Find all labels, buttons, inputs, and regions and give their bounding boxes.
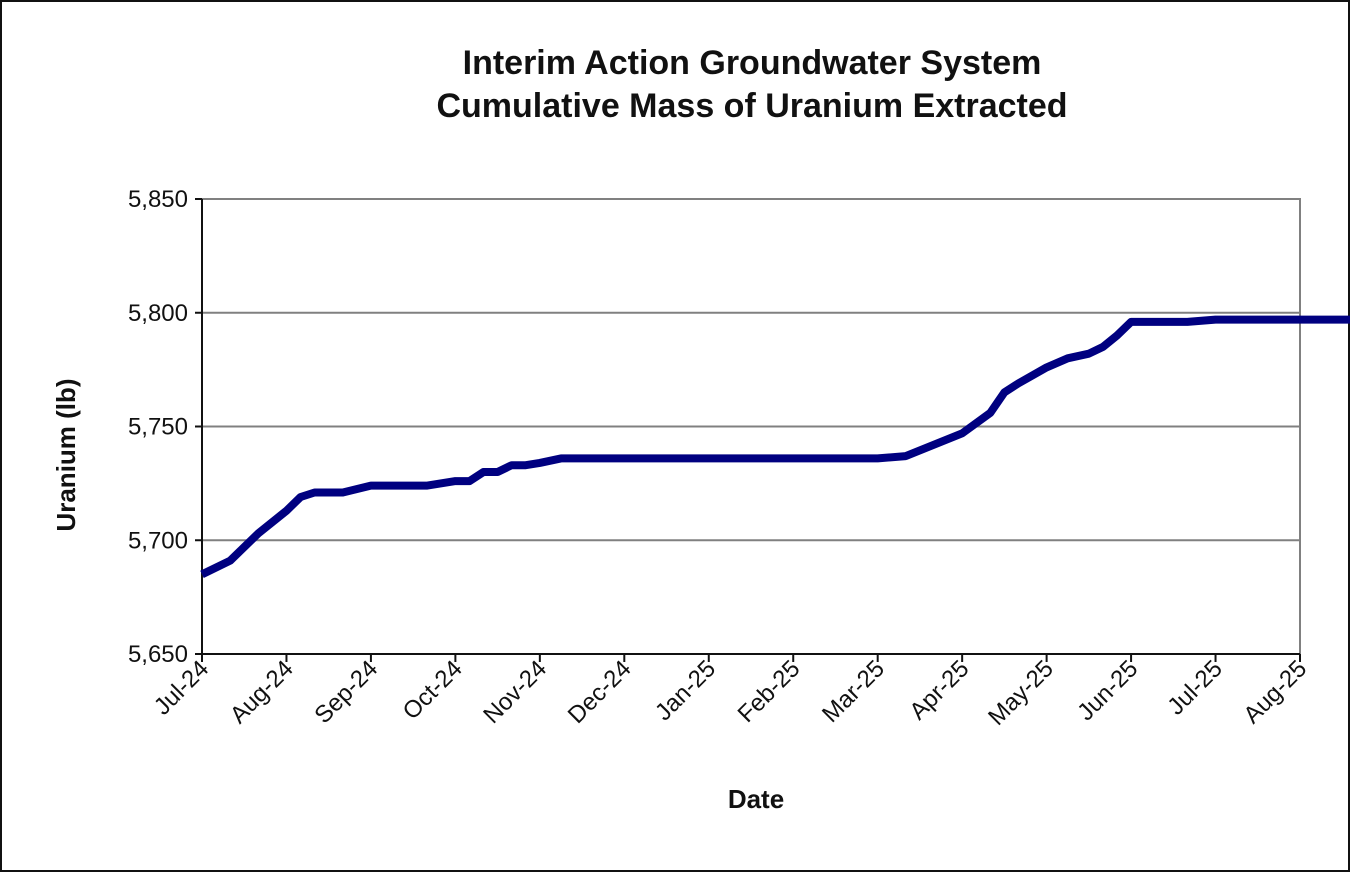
x-tick-label: Oct-24 — [398, 655, 468, 725]
chart-subtitle: Cumulative Mass of Uranium Extracted — [436, 87, 1067, 125]
y-tick-label: 5,850 — [128, 186, 188, 213]
x-tick-label: Mar-25 — [817, 655, 890, 728]
series-layer — [200, 315, 1350, 578]
y-tick-label: 5,650 — [128, 641, 188, 668]
x-tick-label: Sep-24 — [309, 655, 383, 729]
x-tick-label: May-25 — [983, 655, 1059, 731]
chart-title: Interim Action Groundwater System — [463, 44, 1042, 82]
x-tick-label: Dec-24 — [563, 655, 637, 729]
x-tick-label: Aug-24 — [225, 655, 299, 729]
y-tick-label: 5,700 — [128, 527, 188, 554]
x-tick-label: Nov-24 — [478, 655, 552, 729]
x-axis-ticks: Jul-24 Aug-24 Sep-24 Oct-24 Nov-24 Dec-24 Jan-… — [149, 654, 1312, 731]
y-tick-label: 5,800 — [128, 300, 188, 327]
x-tick-label: Jan-25 — [650, 655, 721, 726]
x-tick-label: Aug-25 — [1238, 655, 1312, 729]
x-tick-label: Jul-25 — [1162, 655, 1227, 720]
x-tick-label: Apr-25 — [904, 655, 974, 725]
series-line — [200, 315, 1350, 578]
y-tick-label: 5,750 — [128, 414, 188, 441]
gridlines — [202, 311, 1300, 542]
x-axis-title: Date — [728, 784, 784, 814]
x-tick-label: Jun-25 — [1072, 655, 1143, 726]
y-axis-title: Uranium (lb) — [51, 378, 81, 531]
y-axis-ticks: 5,650 5,700 5,750 5,800 5,850 — [128, 186, 202, 668]
x-tick-label: Feb-25 — [733, 655, 806, 728]
